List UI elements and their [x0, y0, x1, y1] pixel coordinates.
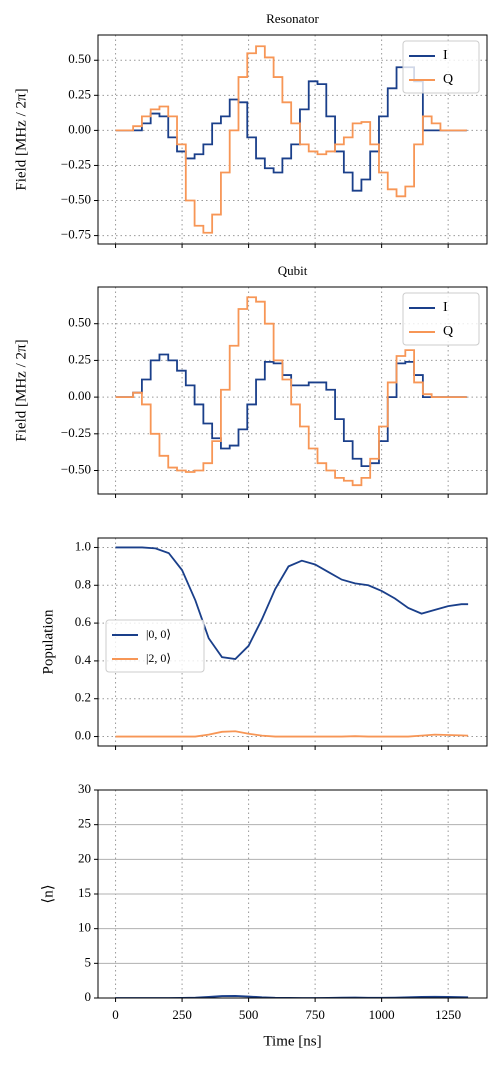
- y-tick-label: 0.8: [75, 576, 91, 591]
- legend-label: |0, 0⟩: [146, 627, 171, 641]
- y-tick-label: 0.0: [75, 728, 91, 743]
- y-axis-label: Population: [40, 609, 56, 675]
- x-axis-label: Time [ns]: [263, 1033, 321, 1049]
- y-tick-label: 0.2: [75, 690, 91, 705]
- x-tick-label: 1000: [369, 1007, 395, 1022]
- y-tick-label: 25: [78, 816, 91, 831]
- y-tick-label: 1.0: [75, 538, 91, 553]
- x-tick-label: 250: [172, 1007, 192, 1022]
- y-tick-label: 20: [78, 850, 91, 865]
- y-tick-label: −0.25: [61, 156, 91, 171]
- legend-label: I: [443, 300, 448, 315]
- y-tick-label: 5: [85, 954, 92, 969]
- y-tick-label: 10: [78, 920, 91, 935]
- legend-label: Q: [443, 72, 453, 87]
- y-tick-label: 0.50: [68, 51, 91, 66]
- y-tick-label: 0.00: [68, 388, 91, 403]
- series-line: [115, 296, 467, 487]
- x-tick-label: 1250: [435, 1007, 461, 1022]
- y-tick-label: 0.25: [68, 86, 91, 101]
- y-tick-label: 15: [78, 885, 91, 900]
- y-tick-label: 0.6: [75, 614, 92, 629]
- y-tick-label: 0: [85, 989, 92, 1004]
- y-tick-label: −0.25: [61, 425, 91, 440]
- y-axis-label: Field [MHz / 2π]: [13, 339, 29, 441]
- series-line: [115, 45, 467, 234]
- axes-frame: [97, 286, 488, 495]
- y-axis-label: ⟨n⟩: [40, 884, 56, 903]
- series-line: [115, 730, 469, 738]
- y-tick-label: −0.75: [61, 227, 91, 242]
- y-tick-label: 30: [78, 781, 91, 796]
- legend-label: |2, 0⟩: [146, 651, 171, 665]
- x-tick-label: 0: [112, 1007, 119, 1022]
- axes-title: Resonator: [266, 11, 319, 26]
- y-axis-label: Field [MHz / 2π]: [13, 88, 29, 190]
- y-tick-label: 0.25: [68, 351, 91, 366]
- x-tick-label: 750: [305, 1007, 325, 1022]
- y-tick-label: 0.4: [75, 652, 92, 667]
- series-line: [115, 546, 469, 660]
- legend-label: Q: [443, 324, 453, 339]
- series-line: [115, 66, 467, 192]
- y-tick-label: 0.50: [68, 315, 91, 330]
- y-tick-label: −0.50: [61, 192, 91, 207]
- legend-box: [402, 292, 480, 346]
- axes-frame: [97, 34, 488, 245]
- x-tick-label: 500: [239, 1007, 259, 1022]
- legend-box: [402, 40, 480, 94]
- legend-label: I: [443, 48, 448, 63]
- y-tick-label: 0.00: [68, 121, 91, 136]
- axes-frame: [97, 789, 488, 999]
- axes-title: Qubit: [278, 263, 308, 278]
- axes-frame: [97, 537, 488, 747]
- y-tick-label: −0.50: [61, 461, 91, 476]
